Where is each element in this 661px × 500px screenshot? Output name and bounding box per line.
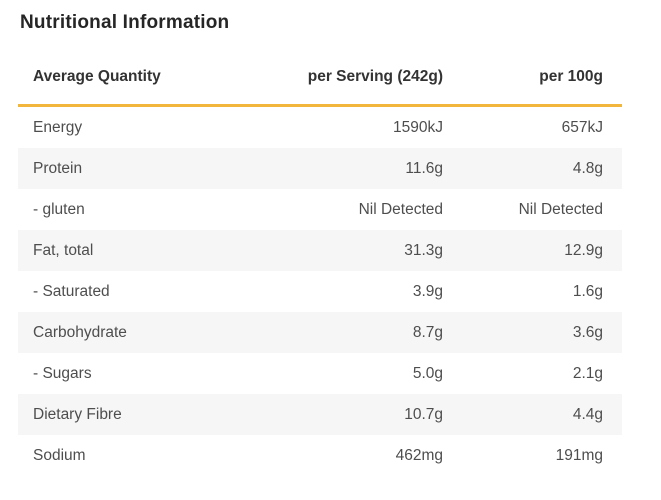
- value-per-100g: 657kJ: [561, 118, 603, 136]
- table-row: Energy 1590kJ 657kJ: [18, 107, 622, 148]
- value-per-serving: 31.3g: [404, 241, 443, 259]
- page-title: Nutritional Information: [20, 12, 230, 33]
- value-per-100g: 4.4g: [572, 405, 603, 423]
- nutrition-table: Average Quantity per Serving (242g) per …: [18, 55, 622, 476]
- table-header-row: Average Quantity per Serving (242g) per …: [18, 55, 622, 107]
- table-row: Dietary Fibre 10.7g 4.4g: [18, 394, 622, 435]
- row-label: Sodium: [33, 446, 86, 464]
- row-label: - Sugars: [33, 364, 92, 382]
- value-per-100g: 12.9g: [564, 241, 603, 259]
- value-per-100g: Nil Detected: [518, 200, 603, 218]
- row-label: - Saturated: [33, 282, 110, 300]
- value-per-serving: 3.9g: [412, 282, 443, 300]
- table-body: Energy 1590kJ 657kJ Protein 11.6g 4.8g -…: [18, 107, 622, 476]
- value-per-serving: 1590kJ: [393, 118, 443, 136]
- row-label: Fat, total: [33, 241, 94, 259]
- table-row: - gluten Nil Detected Nil Detected: [18, 189, 622, 230]
- value-per-100g: 3.6g: [572, 323, 603, 341]
- value-per-serving: 8.7g: [412, 323, 443, 341]
- row-label: Energy: [33, 118, 83, 136]
- row-label: - gluten: [33, 200, 85, 218]
- row-label: Carbohydrate: [33, 323, 127, 341]
- table-row: Fat, total 31.3g 12.9g: [18, 230, 622, 271]
- value-per-100g: 4.8g: [572, 159, 603, 177]
- table-row: Protein 11.6g 4.8g: [18, 148, 622, 189]
- value-per-serving: 11.6g: [405, 159, 443, 177]
- table-row: - Saturated 3.9g 1.6g: [18, 271, 622, 312]
- row-label: Protein: [33, 159, 83, 177]
- value-per-serving: Nil Detected: [358, 200, 443, 218]
- value-per-100g: 191mg: [555, 446, 603, 464]
- value-per-serving: 5.0g: [412, 364, 443, 382]
- value-per-100g: 2.1g: [572, 364, 603, 382]
- value-per-100g: 1.6g: [572, 282, 603, 300]
- header-per-100g: per 100g: [539, 67, 603, 85]
- table-row: Carbohydrate 8.7g 3.6g: [18, 312, 622, 353]
- row-label: Dietary Fibre: [33, 405, 122, 423]
- header-average-quantity: Average Quantity: [33, 67, 161, 85]
- value-per-serving: 10.7g: [404, 405, 443, 423]
- table-row: Sodium 462mg 191mg: [18, 435, 622, 476]
- value-per-serving: 462mg: [395, 446, 443, 464]
- table-row: - Sugars 5.0g 2.1g: [18, 353, 622, 394]
- header-per-serving: per Serving (242g): [307, 67, 443, 85]
